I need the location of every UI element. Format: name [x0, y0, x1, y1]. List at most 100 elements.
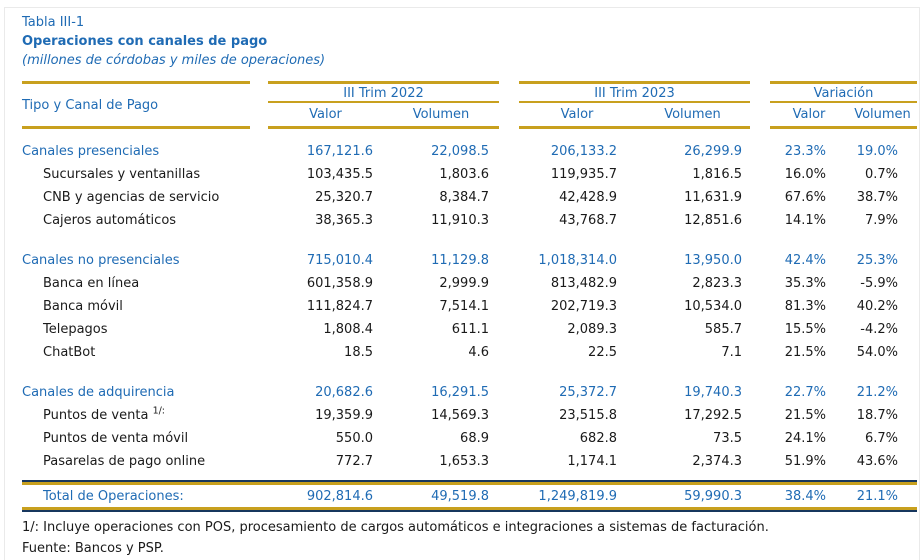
cell-2022-volumen: 11,910.3 — [431, 213, 489, 228]
cell-2023-volumen: 1,816.5 — [692, 167, 742, 182]
page-subtitle: (millones de córdobas y miles de operaci… — [22, 53, 326, 68]
row-label: Puntos de venta móvil — [43, 431, 189, 446]
footnote-source: Fuente: Bancos y PSP. — [22, 541, 164, 556]
cell-2022-valor: 18.5 — [344, 345, 373, 360]
table-row: Canales de adquirencia 20,682.6 16,291.5… — [22, 381, 917, 404]
cell-var-valor: 67.6% — [784, 190, 826, 205]
cell-2023-valor: 42,428.9 — [559, 190, 617, 205]
row-label: Pasarelas de pago online — [43, 454, 206, 469]
cell-var-volumen: 0.7% — [864, 167, 898, 182]
cell-2023-valor: 1,174.1 — [567, 454, 617, 469]
table-row: CNB y agencias de servicio 25,320.7 8,38… — [22, 186, 917, 209]
total-2022-volumen: 49,519.8 — [431, 488, 489, 504]
row-label: Sucursales y ventanillas — [43, 167, 201, 182]
cell-var-valor: 22.7% — [784, 385, 826, 400]
table-header: Tipo y Canal de Pago III Trim 2022 III T… — [22, 81, 917, 129]
cell-var-valor: 16.0% — [784, 167, 826, 182]
total-rule-bottom-gold — [22, 507, 917, 510]
row-header-cell: Tipo y Canal de Pago — [22, 81, 250, 129]
cell-2023-volumen: 7.1 — [721, 345, 742, 360]
cell-2022-volumen: 22,098.5 — [431, 144, 489, 159]
row-label: Canales no presenciales — [22, 253, 180, 268]
cell-2023-valor: 22.5 — [588, 345, 617, 360]
cell-2022-valor: 103,435.5 — [306, 167, 373, 182]
total-2023-valor: 1,249,819.9 — [538, 488, 617, 504]
cell-2023-valor: 1,018,314.0 — [538, 253, 617, 268]
cell-2023-valor: 206,133.2 — [550, 144, 617, 159]
total-block: Total de Operaciones: 902,814.6 49,519.8… — [22, 480, 917, 512]
cell-2023-valor: 2,089.3 — [567, 322, 617, 337]
column-group-variacion: Variación — [770, 81, 917, 103]
table-body: Canales presenciales 167,121.6 22,098.5 … — [22, 129, 924, 473]
cell-2022-valor: 38,365.3 — [315, 213, 373, 228]
cell-2023-volumen: 11,631.9 — [684, 190, 742, 205]
table-row: Sucursales y ventanillas 103,435.5 1,803… — [22, 163, 917, 186]
cell-var-valor: 24.1% — [784, 431, 826, 446]
cell-var-valor: 23.3% — [784, 144, 826, 159]
cell-2023-volumen: 73.5 — [713, 431, 742, 446]
table-row: Telepagos 1,808.4 611.1 2,089.3 585.7 15… — [22, 318, 917, 341]
cell-var-valor: 15.5% — [784, 322, 826, 337]
cell-2022-volumen: 1,653.3 — [439, 454, 489, 469]
cell-2023-volumen: 17,292.5 — [684, 408, 742, 423]
table-row: Cajeros automáticos 38,365.3 11,910.3 43… — [22, 209, 917, 232]
cell-2022-valor: 111,824.7 — [306, 299, 373, 314]
total-row: Total de Operaciones: 902,814.6 49,519.8… — [22, 485, 917, 507]
cell-2023-volumen: 585.7 — [704, 322, 742, 337]
cell-2022-volumen: 7,514.1 — [439, 299, 489, 314]
table-row: Pasarelas de pago online 772.7 1,653.3 1… — [22, 450, 917, 473]
subheader-var-volumen: Volumen — [848, 103, 917, 129]
cell-var-volumen: 38.7% — [856, 190, 898, 205]
cell-var-volumen: 40.2% — [856, 299, 898, 314]
row-label: Puntos de venta 1/: — [43, 405, 166, 423]
cell-2022-valor: 25,320.7 — [315, 190, 373, 205]
cell-var-volumen: 43.6% — [856, 454, 898, 469]
cell-2022-volumen: 611.1 — [451, 322, 489, 337]
cell-var-valor: 21.5% — [784, 408, 826, 423]
table-row: Puntos de venta 1/: 19,359.9 14,569.3 23… — [22, 404, 917, 427]
cell-2023-volumen: 2,823.3 — [692, 276, 742, 291]
cell-2022-volumen: 16,291.5 — [431, 385, 489, 400]
row-label: Banca móvil — [43, 299, 123, 314]
cell-2022-valor: 550.0 — [335, 431, 373, 446]
cell-2023-volumen: 19,740.3 — [684, 385, 742, 400]
page-title: Operaciones con canales de pago — [22, 34, 268, 49]
cell-2022-volumen: 14,569.3 — [431, 408, 489, 423]
table-row: Canales no presenciales 715,010.4 11,129… — [22, 249, 917, 272]
cell-2022-valor: 772.7 — [335, 454, 373, 469]
footnote-marker: 1/: — [152, 405, 166, 417]
total-rule-bottom-navy — [22, 510, 917, 512]
subheader-2023-valor: Valor — [519, 103, 635, 129]
cell-2023-valor: 25,372.7 — [559, 385, 617, 400]
cell-var-volumen: 19.0% — [856, 144, 898, 159]
cell-2023-valor: 119,935.7 — [550, 167, 617, 182]
cell-2023-volumen: 2,374.3 — [692, 454, 742, 469]
table-row: Canales presenciales 167,121.6 22,098.5 … — [22, 140, 917, 163]
subheader-2023-volumen: Volumen — [635, 103, 750, 129]
cell-2023-valor: 43,768.7 — [559, 213, 617, 228]
table-row: Banca en línea 601,358.9 2,999.9 813,482… — [22, 272, 917, 295]
cell-2022-volumen: 4.6 — [468, 345, 489, 360]
cell-2023-volumen: 26,299.9 — [684, 144, 742, 159]
cell-2023-valor: 202,719.3 — [550, 299, 617, 314]
row-label: Banca en línea — [43, 276, 140, 291]
footnotes: 1/: Incluye operaciones con POS, procesa… — [22, 517, 924, 559]
column-group-2022: III Trim 2022 — [268, 81, 499, 103]
table-row: Banca móvil 111,824.7 7,514.1 202,719.3 … — [22, 295, 917, 318]
cell-var-valor: 14.1% — [784, 213, 826, 228]
row-label: Telepagos — [43, 322, 108, 337]
total-var-volumen: 21.1% — [856, 488, 898, 504]
cell-var-volumen: -4.2% — [860, 322, 898, 337]
cell-var-volumen: 18.7% — [856, 408, 898, 423]
cell-var-valor: 21.5% — [784, 345, 826, 360]
cell-2022-volumen: 11,129.8 — [431, 253, 489, 268]
row-label: CNB y agencias de servicio — [43, 190, 220, 205]
cell-var-valor: 81.3% — [784, 299, 826, 314]
cell-2022-valor: 167,121.6 — [306, 144, 373, 159]
cell-var-volumen: 54.0% — [856, 345, 898, 360]
section-spacer — [22, 364, 924, 381]
cell-2023-valor: 813,482.9 — [550, 276, 617, 291]
total-2023-volumen: 59,990.3 — [684, 488, 742, 504]
cell-2023-valor: 23,515.8 — [559, 408, 617, 423]
